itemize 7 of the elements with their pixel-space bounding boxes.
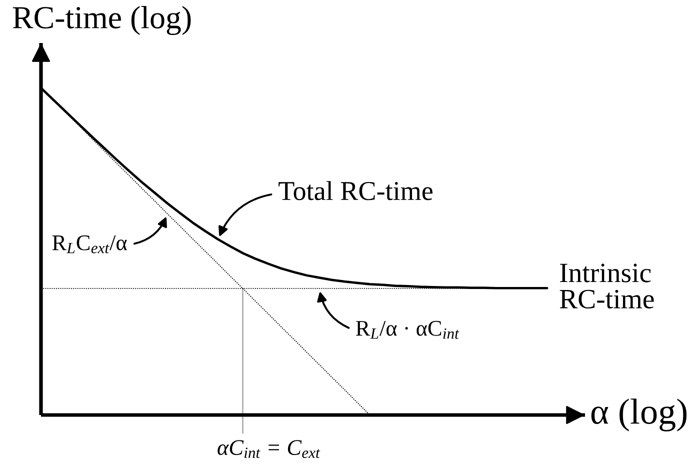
x-axis-title: α (log) (591, 398, 687, 432)
annotation: Total RC-time (278, 181, 432, 200)
annotation: R$_{L}$C$_{ext}$/α (52, 235, 127, 254)
annotation: R$_{L}$/α · αC$_{int}$ (356, 320, 460, 339)
text: αC$_{int}$ = C$_{ext}$ (218, 440, 320, 458)
annotation: Intrinsic RC-time (560, 264, 654, 308)
y-axis-title: RC-time (log) (12, 6, 191, 36)
